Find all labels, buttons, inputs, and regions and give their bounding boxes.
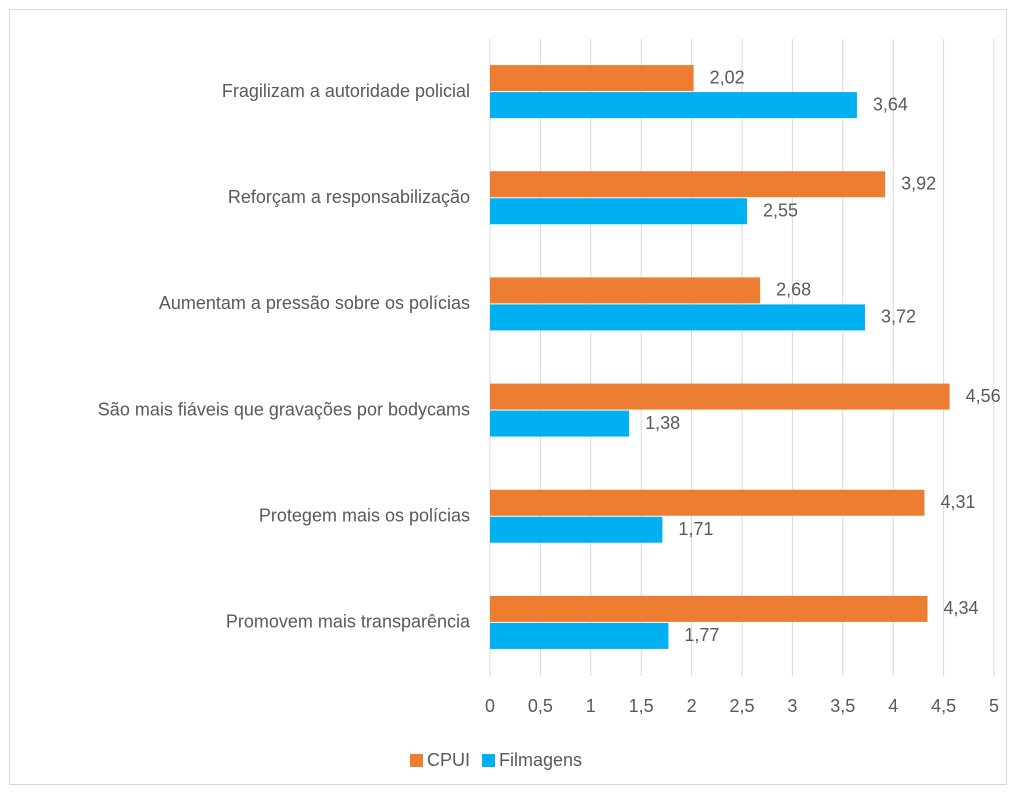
data-label: 3,92: [901, 174, 936, 194]
data-label: 3,64: [873, 94, 908, 114]
x-tick-label: 4: [888, 696, 898, 716]
data-label: 4,31: [940, 492, 975, 512]
x-tick-label: 2: [687, 696, 697, 716]
bar: [490, 171, 886, 198]
x-tick-label: 0: [485, 696, 495, 716]
legend-label: Filmagens: [499, 750, 582, 770]
data-label: 2,55: [763, 201, 798, 221]
bar: [490, 410, 630, 437]
y-tick-label: São mais fiáveis que gravações por bodyc…: [98, 399, 470, 419]
x-tick-label: 0,5: [528, 696, 553, 716]
bar: [490, 277, 761, 304]
x-tick-label: 5: [989, 696, 999, 716]
x-tick-label: 2,5: [729, 696, 754, 716]
data-label: 4,34: [943, 598, 978, 618]
x-tick-label: 1: [586, 696, 596, 716]
bar: [490, 65, 694, 92]
y-tick-label: Reforçam a responsabilização: [228, 187, 470, 207]
data-label: 4,56: [966, 386, 1001, 406]
data-label: 1,77: [684, 625, 719, 645]
data-label: 1,71: [678, 519, 713, 539]
y-tick-label: Fragilizam a autoridade policial: [222, 81, 470, 101]
y-tick-label: Promovem mais transparência: [226, 612, 471, 632]
x-tick-label: 3: [787, 696, 797, 716]
bar: [490, 383, 950, 410]
legend-label: CPUI: [427, 750, 470, 770]
x-tick-label: 3,5: [830, 696, 855, 716]
y-tick-label: Protegem mais os polícias: [259, 506, 470, 526]
bar: [490, 304, 865, 331]
data-label: 3,72: [881, 307, 916, 327]
data-label: 1,38: [645, 413, 680, 433]
bar: [490, 489, 925, 516]
bar: [490, 198, 748, 225]
bar: [490, 622, 669, 649]
y-tick-label: Aumentam a pressão sobre os polícias: [159, 293, 470, 313]
x-tick-label: 1,5: [629, 696, 654, 716]
bar: [490, 92, 857, 119]
data-label: 2,68: [776, 280, 811, 300]
legend-swatch: [410, 754, 423, 767]
data-label: 2,02: [710, 67, 745, 87]
bar: [490, 595, 928, 622]
x-tick-label: 4,5: [931, 696, 956, 716]
legend-swatch: [482, 754, 496, 767]
bar: [490, 516, 663, 543]
